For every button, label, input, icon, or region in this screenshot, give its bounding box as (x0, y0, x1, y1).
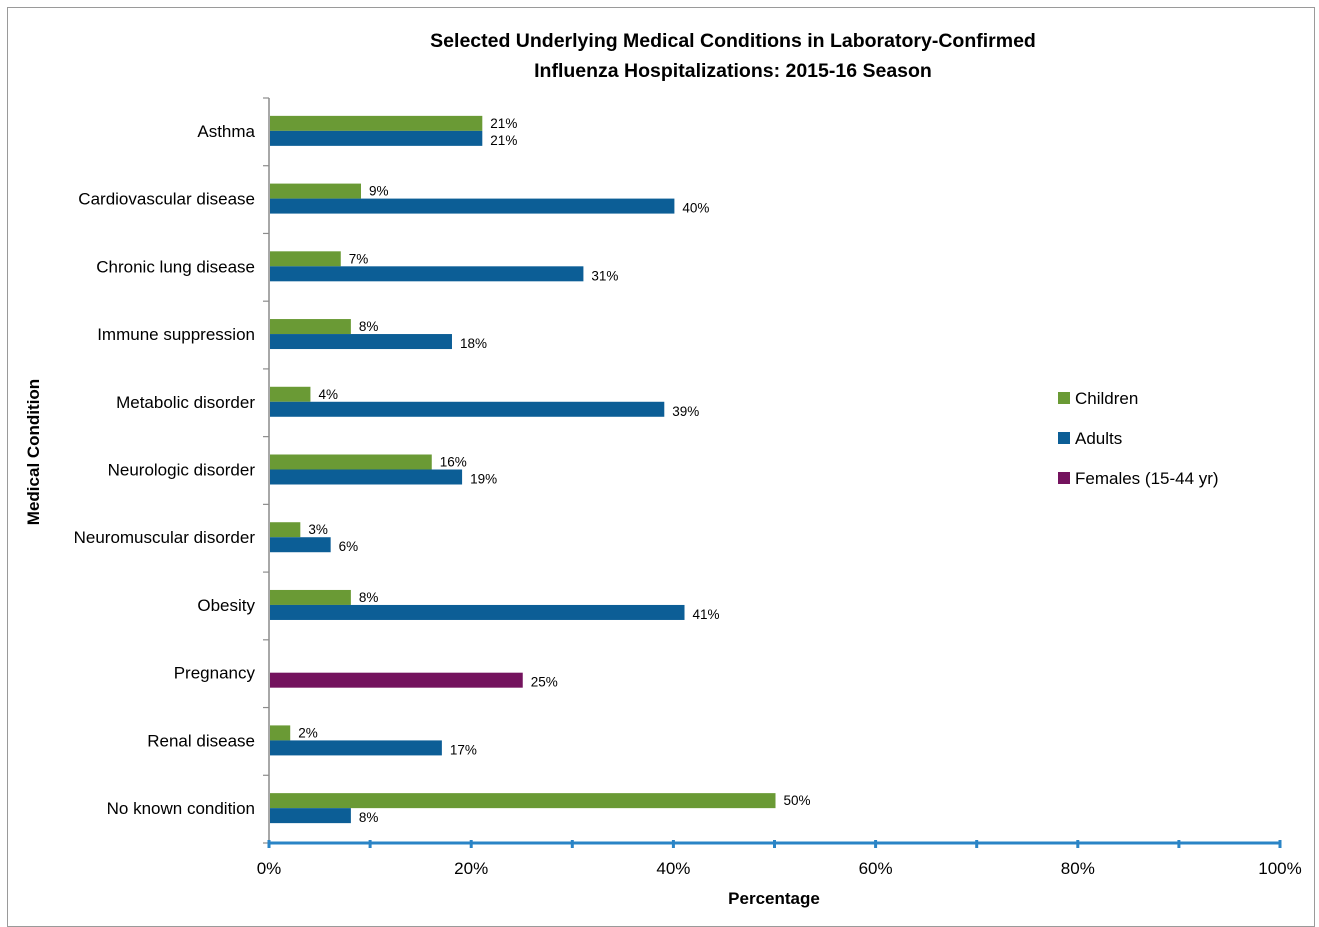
category-label: Cardiovascular disease (78, 190, 255, 209)
category-label: Neurologic disorder (108, 461, 256, 480)
bar-children (270, 183, 361, 199)
x-tick-label: 20% (454, 859, 488, 878)
category-label: Chronic lung disease (96, 257, 255, 276)
data-label-adults: 31% (591, 268, 618, 283)
data-label-females-15-44-yr: 25% (531, 675, 558, 690)
chart-frame (7, 7, 1315, 927)
legend-swatch-children (1058, 392, 1070, 404)
category-label: Immune suppression (97, 325, 255, 344)
chart-title: Selected Underlying Medical Conditions i… (430, 30, 1036, 82)
bar-children (270, 115, 483, 131)
data-label-children: 4% (318, 387, 338, 402)
legend-label-adults: Adults (1075, 429, 1122, 448)
data-label-children: 3% (308, 522, 328, 537)
x-tick-label: 40% (656, 859, 690, 878)
x-tick-label: 80% (1061, 859, 1095, 878)
bar-adults (270, 198, 675, 214)
category-label: Asthma (197, 122, 255, 141)
bar-adults (270, 808, 351, 824)
data-label-adults: 19% (470, 472, 497, 487)
category-label: Renal disease (147, 731, 255, 750)
x-axis-title: Percentage (728, 889, 820, 908)
chart-title-line-2: Influenza Hospitalizations: 2015-16 Seas… (534, 60, 932, 82)
bar-females-15-44-yr (270, 672, 523, 688)
data-label-children: 8% (359, 319, 379, 334)
data-label-children: 2% (298, 725, 318, 740)
data-label-adults: 8% (359, 810, 379, 825)
data-label-adults: 41% (693, 607, 720, 622)
bar-children (270, 454, 432, 470)
bar-children (270, 725, 291, 741)
bar-children (270, 522, 301, 538)
plot-area: 0% 20% 40% 60% 80% 100% Asthma Cardiovascular d… (74, 97, 1302, 878)
y-axis-title: Medical Condition (24, 379, 43, 525)
x-tick-label: 100% (1258, 859, 1301, 878)
bar-children (270, 589, 351, 605)
bar-children (270, 251, 341, 267)
chart-title-line-1: Selected Underlying Medical Conditions i… (430, 30, 1036, 52)
legend: Children Adults Females (15-44 yr) (1058, 389, 1219, 488)
data-label-adults: 18% (460, 336, 487, 351)
bar-children (270, 793, 776, 809)
bar-adults (270, 469, 463, 485)
data-label-adults: 6% (339, 539, 359, 554)
bar-children (270, 319, 351, 335)
category-label: Metabolic disorder (116, 393, 255, 412)
category-label: Neuromuscular disorder (74, 528, 256, 547)
bar-children (270, 386, 311, 402)
data-label-children: 8% (359, 590, 379, 605)
data-label-children: 21% (490, 116, 517, 131)
bar-adults (270, 604, 685, 620)
x-tick-label: 0% (257, 859, 282, 878)
x-tick-label: 60% (859, 859, 893, 878)
data-label-children: 7% (349, 251, 369, 266)
data-label-adults: 40% (682, 201, 709, 216)
bar-adults (270, 266, 584, 282)
data-label-children: 50% (784, 793, 811, 808)
category-label: Obesity (197, 596, 255, 615)
bar-adults (270, 537, 331, 553)
bar-adults (270, 334, 452, 350)
category-label: Pregnancy (174, 664, 256, 683)
legend-label-females-15-44-yr: Females (15-44 yr) (1075, 469, 1219, 488)
data-label-children: 9% (369, 184, 389, 199)
data-label-adults: 21% (490, 133, 517, 148)
bar-adults (270, 740, 442, 756)
bar-adults (270, 130, 483, 146)
data-label-adults: 17% (450, 742, 477, 757)
data-label-children: 16% (440, 455, 467, 470)
bar-adults (270, 401, 665, 417)
legend-swatch-adults (1058, 432, 1070, 444)
category-label: No known condition (107, 799, 255, 818)
data-label-adults: 39% (672, 404, 699, 419)
legend-swatch-females-15-44-yr (1058, 472, 1070, 484)
legend-label-children: Children (1075, 389, 1138, 408)
